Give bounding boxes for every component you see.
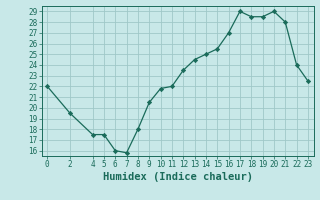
X-axis label: Humidex (Indice chaleur): Humidex (Indice chaleur) xyxy=(103,172,252,182)
